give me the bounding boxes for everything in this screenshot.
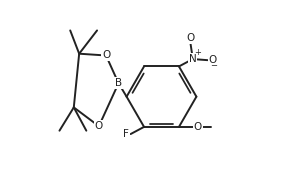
- Text: +: +: [194, 48, 201, 57]
- Text: O: O: [208, 55, 217, 65]
- Text: O: O: [102, 50, 110, 61]
- Text: O: O: [95, 121, 103, 131]
- Text: O: O: [186, 33, 195, 43]
- Text: B: B: [115, 78, 122, 88]
- Text: F: F: [123, 129, 129, 139]
- Text: −: −: [210, 61, 217, 70]
- Text: N: N: [188, 54, 196, 64]
- Text: O: O: [194, 122, 202, 132]
